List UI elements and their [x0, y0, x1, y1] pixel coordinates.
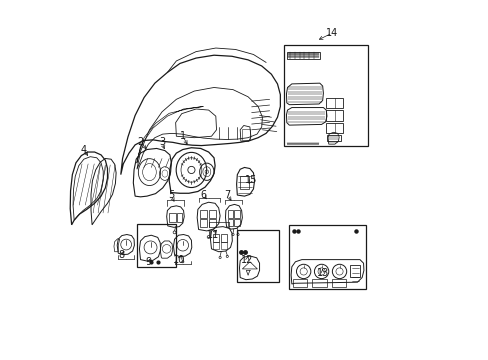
Bar [221, 242, 227, 249]
Bar [227, 220, 233, 226]
Bar [240, 176, 249, 189]
Bar [325, 123, 343, 134]
Bar [200, 211, 207, 218]
Text: 4: 4 [81, 144, 87, 154]
Text: 3: 3 [159, 138, 165, 147]
Bar [234, 220, 240, 226]
Bar [241, 129, 249, 140]
Text: 5: 5 [167, 190, 174, 200]
Bar [312, 279, 326, 287]
Text: 10: 10 [173, 255, 185, 265]
Bar [326, 135, 341, 141]
Bar [325, 98, 343, 108]
Bar [208, 220, 215, 226]
Text: 15: 15 [244, 175, 257, 185]
Bar [221, 234, 227, 242]
Bar [325, 110, 343, 121]
Text: 8: 8 [119, 250, 124, 260]
Bar [284, 45, 367, 146]
Bar [208, 211, 215, 218]
Text: 11: 11 [207, 230, 219, 239]
Bar [200, 220, 207, 226]
Bar [292, 279, 306, 287]
Bar [212, 242, 219, 249]
Bar [237, 230, 278, 282]
Bar [177, 213, 182, 222]
Text: 1: 1 [180, 131, 185, 141]
Bar [227, 211, 233, 218]
Text: 12: 12 [241, 255, 253, 265]
Text: 14: 14 [325, 28, 338, 38]
Text: 13: 13 [316, 267, 328, 278]
Bar [137, 224, 175, 267]
Bar [212, 234, 219, 242]
Text: 2: 2 [137, 138, 143, 147]
Bar [289, 225, 366, 289]
Bar [169, 213, 175, 222]
Text: 6: 6 [200, 190, 206, 200]
Bar [234, 211, 240, 218]
Bar [331, 279, 346, 287]
Bar [349, 265, 360, 277]
Text: 7: 7 [224, 190, 230, 200]
Text: 9: 9 [145, 257, 151, 267]
